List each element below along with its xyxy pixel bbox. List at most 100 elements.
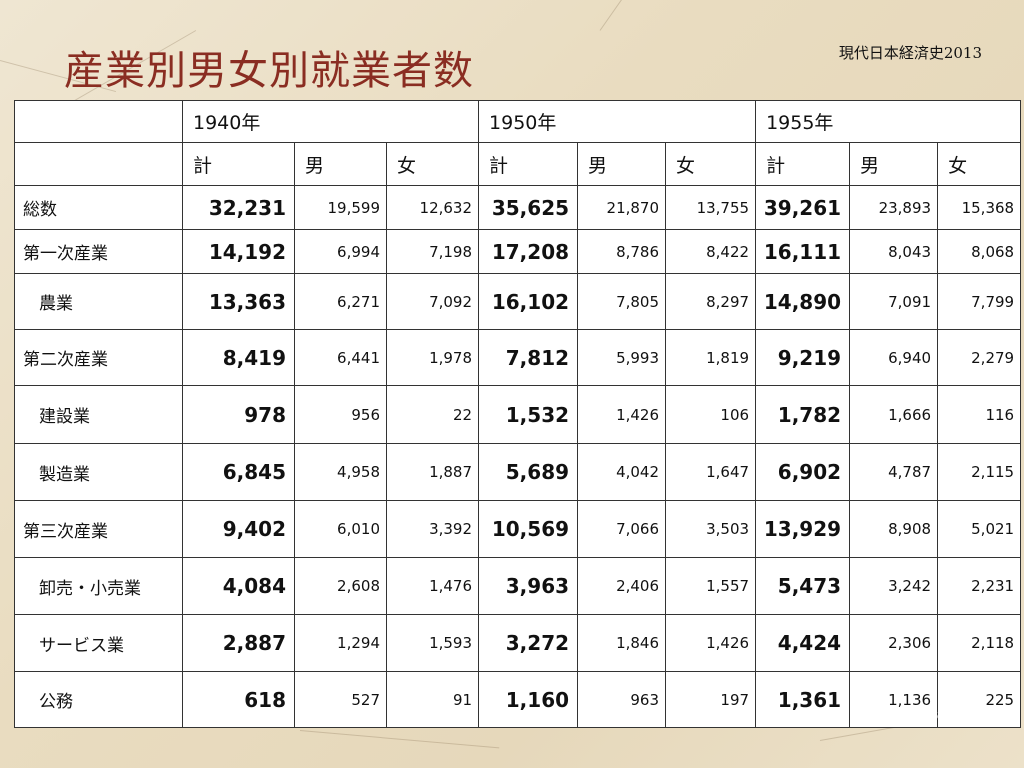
total-cell: 10,569 [478, 500, 579, 558]
female-cell: 22 [385, 385, 480, 444]
male-cell: 8,043 [849, 229, 939, 274]
source-label: 現代日本経済史2013 [838, 44, 982, 62]
male-cell: 3,242 [849, 557, 939, 615]
male-cell: 1,294 [294, 614, 387, 672]
sub-header-male: 男 [849, 142, 939, 186]
table-row: 製造業 6,845 4,958 1,887 5,689 4,042 1,647 6,902 4,… [14, 443, 1022, 501]
total-cell: 9,402 [182, 500, 295, 558]
table-row: 第二次産業 8,419 6,441 1,978 7,812 5,993 1,819 9,219… [14, 329, 1022, 386]
female-cell: 3,392 [385, 500, 480, 558]
total-cell: 14,890 [755, 273, 851, 330]
total-cell: 13,363 [182, 273, 295, 330]
male-cell: 4,042 [577, 443, 667, 501]
industry-label: 卸売・小売業 [14, 557, 183, 615]
total-cell: 1,361 [755, 671, 851, 728]
female-cell: 1,476 [385, 557, 480, 615]
sub-header-male: 男 [294, 142, 387, 186]
table-row: サービス業 2,887 1,294 1,593 3,272 1,846 1,426 4,424… [14, 614, 1022, 672]
female-cell: 106 [665, 385, 757, 444]
industry-label: 製造業 [14, 443, 183, 501]
industry-label: 公務 [14, 671, 183, 728]
male-cell: 1,136 [849, 671, 939, 728]
total-cell: 7,812 [478, 329, 579, 386]
year-header: 1950年 [478, 100, 757, 143]
total-cell: 14,192 [182, 229, 295, 274]
year-header: 1940年 [181, 100, 480, 143]
female-cell: 2,118 [937, 614, 1022, 672]
industry-label: 第三次産業 [14, 500, 183, 558]
female-cell: 225 [937, 671, 1022, 728]
male-cell: 2,608 [294, 557, 387, 615]
industry-label: 建設業 [14, 385, 183, 444]
male-cell: 6,441 [294, 329, 387, 386]
total-cell: 32,231 [182, 185, 295, 230]
male-cell: 6,940 [849, 329, 939, 386]
male-cell: 5,993 [577, 329, 667, 386]
male-cell: 7,805 [577, 273, 667, 330]
employment-table-container: 1940年 1950年 1955年 計 男 女 計 男 女 計 男 女 総数 32… [14, 100, 1022, 728]
male-cell: 527 [294, 671, 387, 728]
total-cell: 4,424 [755, 614, 851, 672]
table-row: 第三次産業 9,402 6,010 3,392 10,569 7,066 3,503 13,9… [14, 500, 1022, 558]
sub-header-female: 女 [937, 142, 1022, 186]
female-cell: 15,368 [937, 185, 1022, 230]
male-cell: 7,091 [849, 273, 939, 330]
page-title: 産業別男女別就業者数 [64, 48, 474, 94]
female-cell: 1,426 [665, 614, 757, 672]
corner-cell [14, 142, 183, 186]
total-cell: 2,887 [182, 614, 295, 672]
male-cell: 956 [294, 385, 387, 444]
industry-label: 第二次産業 [14, 329, 183, 386]
male-cell: 1,666 [849, 385, 939, 444]
total-cell: 1,532 [478, 385, 579, 444]
male-cell: 1,426 [577, 385, 667, 444]
female-cell: 7,799 [937, 273, 1022, 330]
male-cell: 8,908 [849, 500, 939, 558]
total-cell: 6,902 [755, 443, 851, 501]
corner-cell [14, 100, 183, 143]
table-row: 農業 13,363 6,271 7,092 16,102 7,805 8,297 14,890… [14, 273, 1022, 330]
table-row: 卸売・小売業 4,084 2,608 1,476 3,963 2,406 1,557 5,47… [14, 557, 1022, 615]
total-cell: 5,689 [478, 443, 579, 501]
industry-label: サービス業 [14, 614, 183, 672]
female-cell: 8,297 [665, 273, 757, 330]
male-cell: 8,786 [577, 229, 667, 274]
female-cell: 7,092 [385, 273, 480, 330]
female-cell: 13,755 [665, 185, 757, 230]
female-cell: 1,978 [385, 329, 480, 386]
female-cell: 7,198 [385, 229, 480, 274]
industry-label: 総数 [14, 185, 183, 230]
female-cell: 197 [665, 671, 757, 728]
female-cell: 2,231 [937, 557, 1022, 615]
male-cell: 963 [577, 671, 667, 728]
total-cell: 13,929 [755, 500, 851, 558]
female-cell: 1,819 [665, 329, 757, 386]
sub-header-row: 計 男 女 計 男 女 計 男 女 [14, 142, 1022, 186]
table-row: 総数 32,231 19,599 12,632 35,625 21,870 13,755 39… [14, 185, 1022, 230]
total-cell: 17,208 [478, 229, 579, 274]
table-row: 建設業 978 956 22 1,532 1,426 106 1,782 1,666 116 [14, 385, 1022, 444]
year-header: 1955年 [755, 100, 1022, 143]
total-cell: 1,782 [755, 385, 851, 444]
total-cell: 3,963 [478, 557, 579, 615]
total-cell: 978 [182, 385, 295, 444]
sub-header-total: 計 [755, 142, 851, 186]
male-cell: 7,066 [577, 500, 667, 558]
female-cell: 3,503 [665, 500, 757, 558]
total-cell: 39,261 [755, 185, 851, 230]
female-cell: 8,422 [665, 229, 757, 274]
employment-table: 1940年 1950年 1955年 計 男 女 計 男 女 計 男 女 総数 32… [14, 100, 1022, 728]
female-cell: 8,068 [937, 229, 1022, 274]
industry-label: 農業 [14, 273, 183, 330]
male-cell: 2,306 [849, 614, 939, 672]
female-cell: 1,647 [665, 443, 757, 501]
female-cell: 1,593 [385, 614, 480, 672]
male-cell: 2,406 [577, 557, 667, 615]
industry-label: 第一次産業 [14, 229, 183, 274]
sub-header-female: 女 [385, 142, 480, 186]
female-cell: 91 [385, 671, 480, 728]
female-cell: 2,279 [937, 329, 1022, 386]
year-header-row: 1940年 1950年 1955年 [14, 100, 1022, 143]
total-cell: 9,219 [755, 329, 851, 386]
sub-header-total: 計 [478, 142, 579, 186]
